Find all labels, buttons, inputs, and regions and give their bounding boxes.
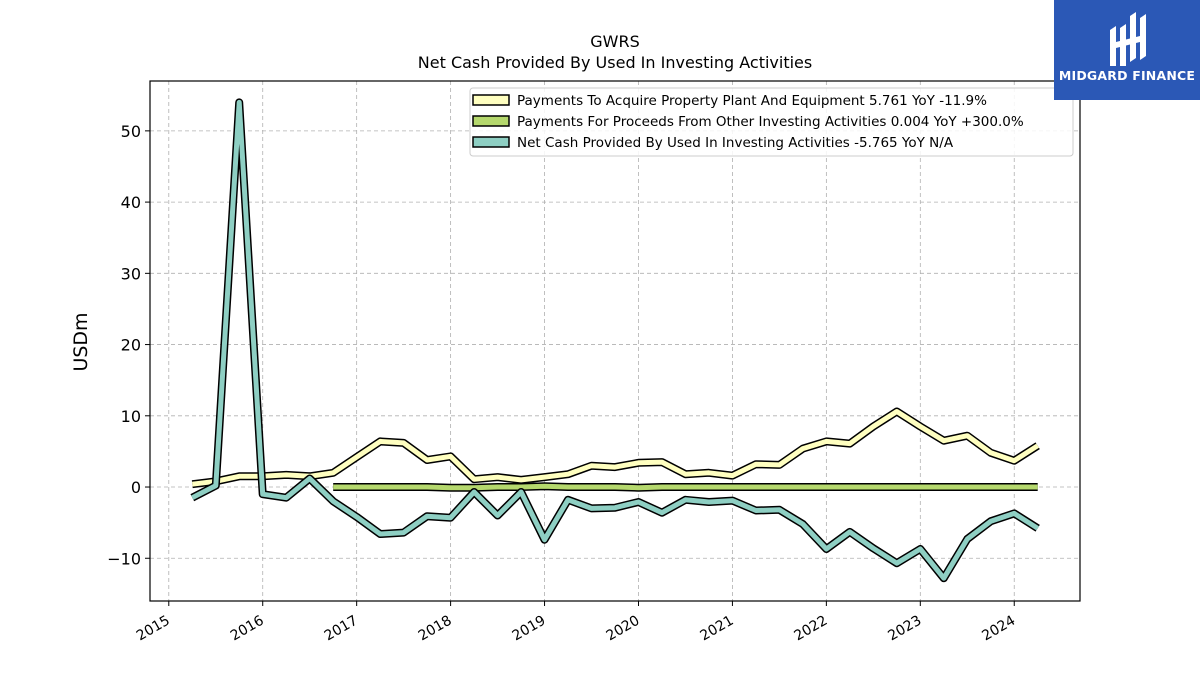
series-2 — [333, 482, 1038, 492]
x-tick-label: 2017 — [322, 613, 361, 645]
series-line — [191, 409, 1040, 487]
x-axis: 2015 2016 2017 2018 2019 2020 2021 2022 2023 2024 — [134, 601, 1018, 644]
legend-label: Payments For Proceeds From Other Investi… — [517, 114, 1024, 130]
x-tick-label: 2024 — [979, 613, 1018, 645]
x-tick-label: 2023 — [885, 613, 924, 645]
x-tick-label: 2021 — [698, 613, 737, 645]
y-tick-label: −10 — [107, 549, 141, 568]
y-axis-label: USDm — [70, 312, 92, 371]
y-tick-label: 40 — [121, 193, 141, 212]
x-tick-label: 2015 — [134, 613, 173, 645]
x-tick-label: 2022 — [791, 613, 830, 645]
plot-area-frame — [149, 80, 1081, 602]
legend-label: Net Cash Provided By Used In Investing A… — [517, 135, 954, 151]
y-axis: −10 0 10 20 30 40 50 — [107, 122, 150, 568]
x-tick-label: 2016 — [228, 613, 267, 645]
x-tick-label: 2018 — [416, 613, 455, 645]
series-layer — [190, 98, 1040, 583]
legend-swatch — [472, 136, 510, 148]
legend-box — [469, 87, 1074, 157]
legend-swatch — [472, 115, 510, 127]
grid-lines — [150, 81, 1080, 601]
y-tick-label: 0 — [131, 478, 141, 497]
legend: Payments To Acquire Property Plant And E… — [469, 87, 1074, 157]
y-tick-label: 30 — [121, 264, 141, 283]
brand-logo: MIDGARD FINANCE — [1054, 0, 1200, 100]
series-line — [191, 99, 1040, 581]
series-line — [333, 483, 1038, 491]
y-tick-label: 20 — [121, 336, 141, 355]
chart-subtitle: Net Cash Provided By Used In Investing A… — [418, 53, 812, 72]
series-1 — [191, 407, 1040, 489]
brand-name: MIDGARD FINANCE — [1058, 68, 1196, 83]
chart-title: GWRS — [590, 32, 640, 51]
x-tick-label: 2019 — [510, 613, 549, 645]
series-3 — [190, 98, 1040, 583]
y-tick-label: 10 — [121, 407, 141, 426]
legend-label: Payments To Acquire Property Plant And E… — [517, 93, 987, 109]
midgard-logo-icon — [1110, 12, 1146, 66]
y-tick-label: 50 — [121, 122, 141, 141]
legend-swatch — [472, 94, 510, 106]
x-tick-label: 2020 — [604, 613, 643, 645]
